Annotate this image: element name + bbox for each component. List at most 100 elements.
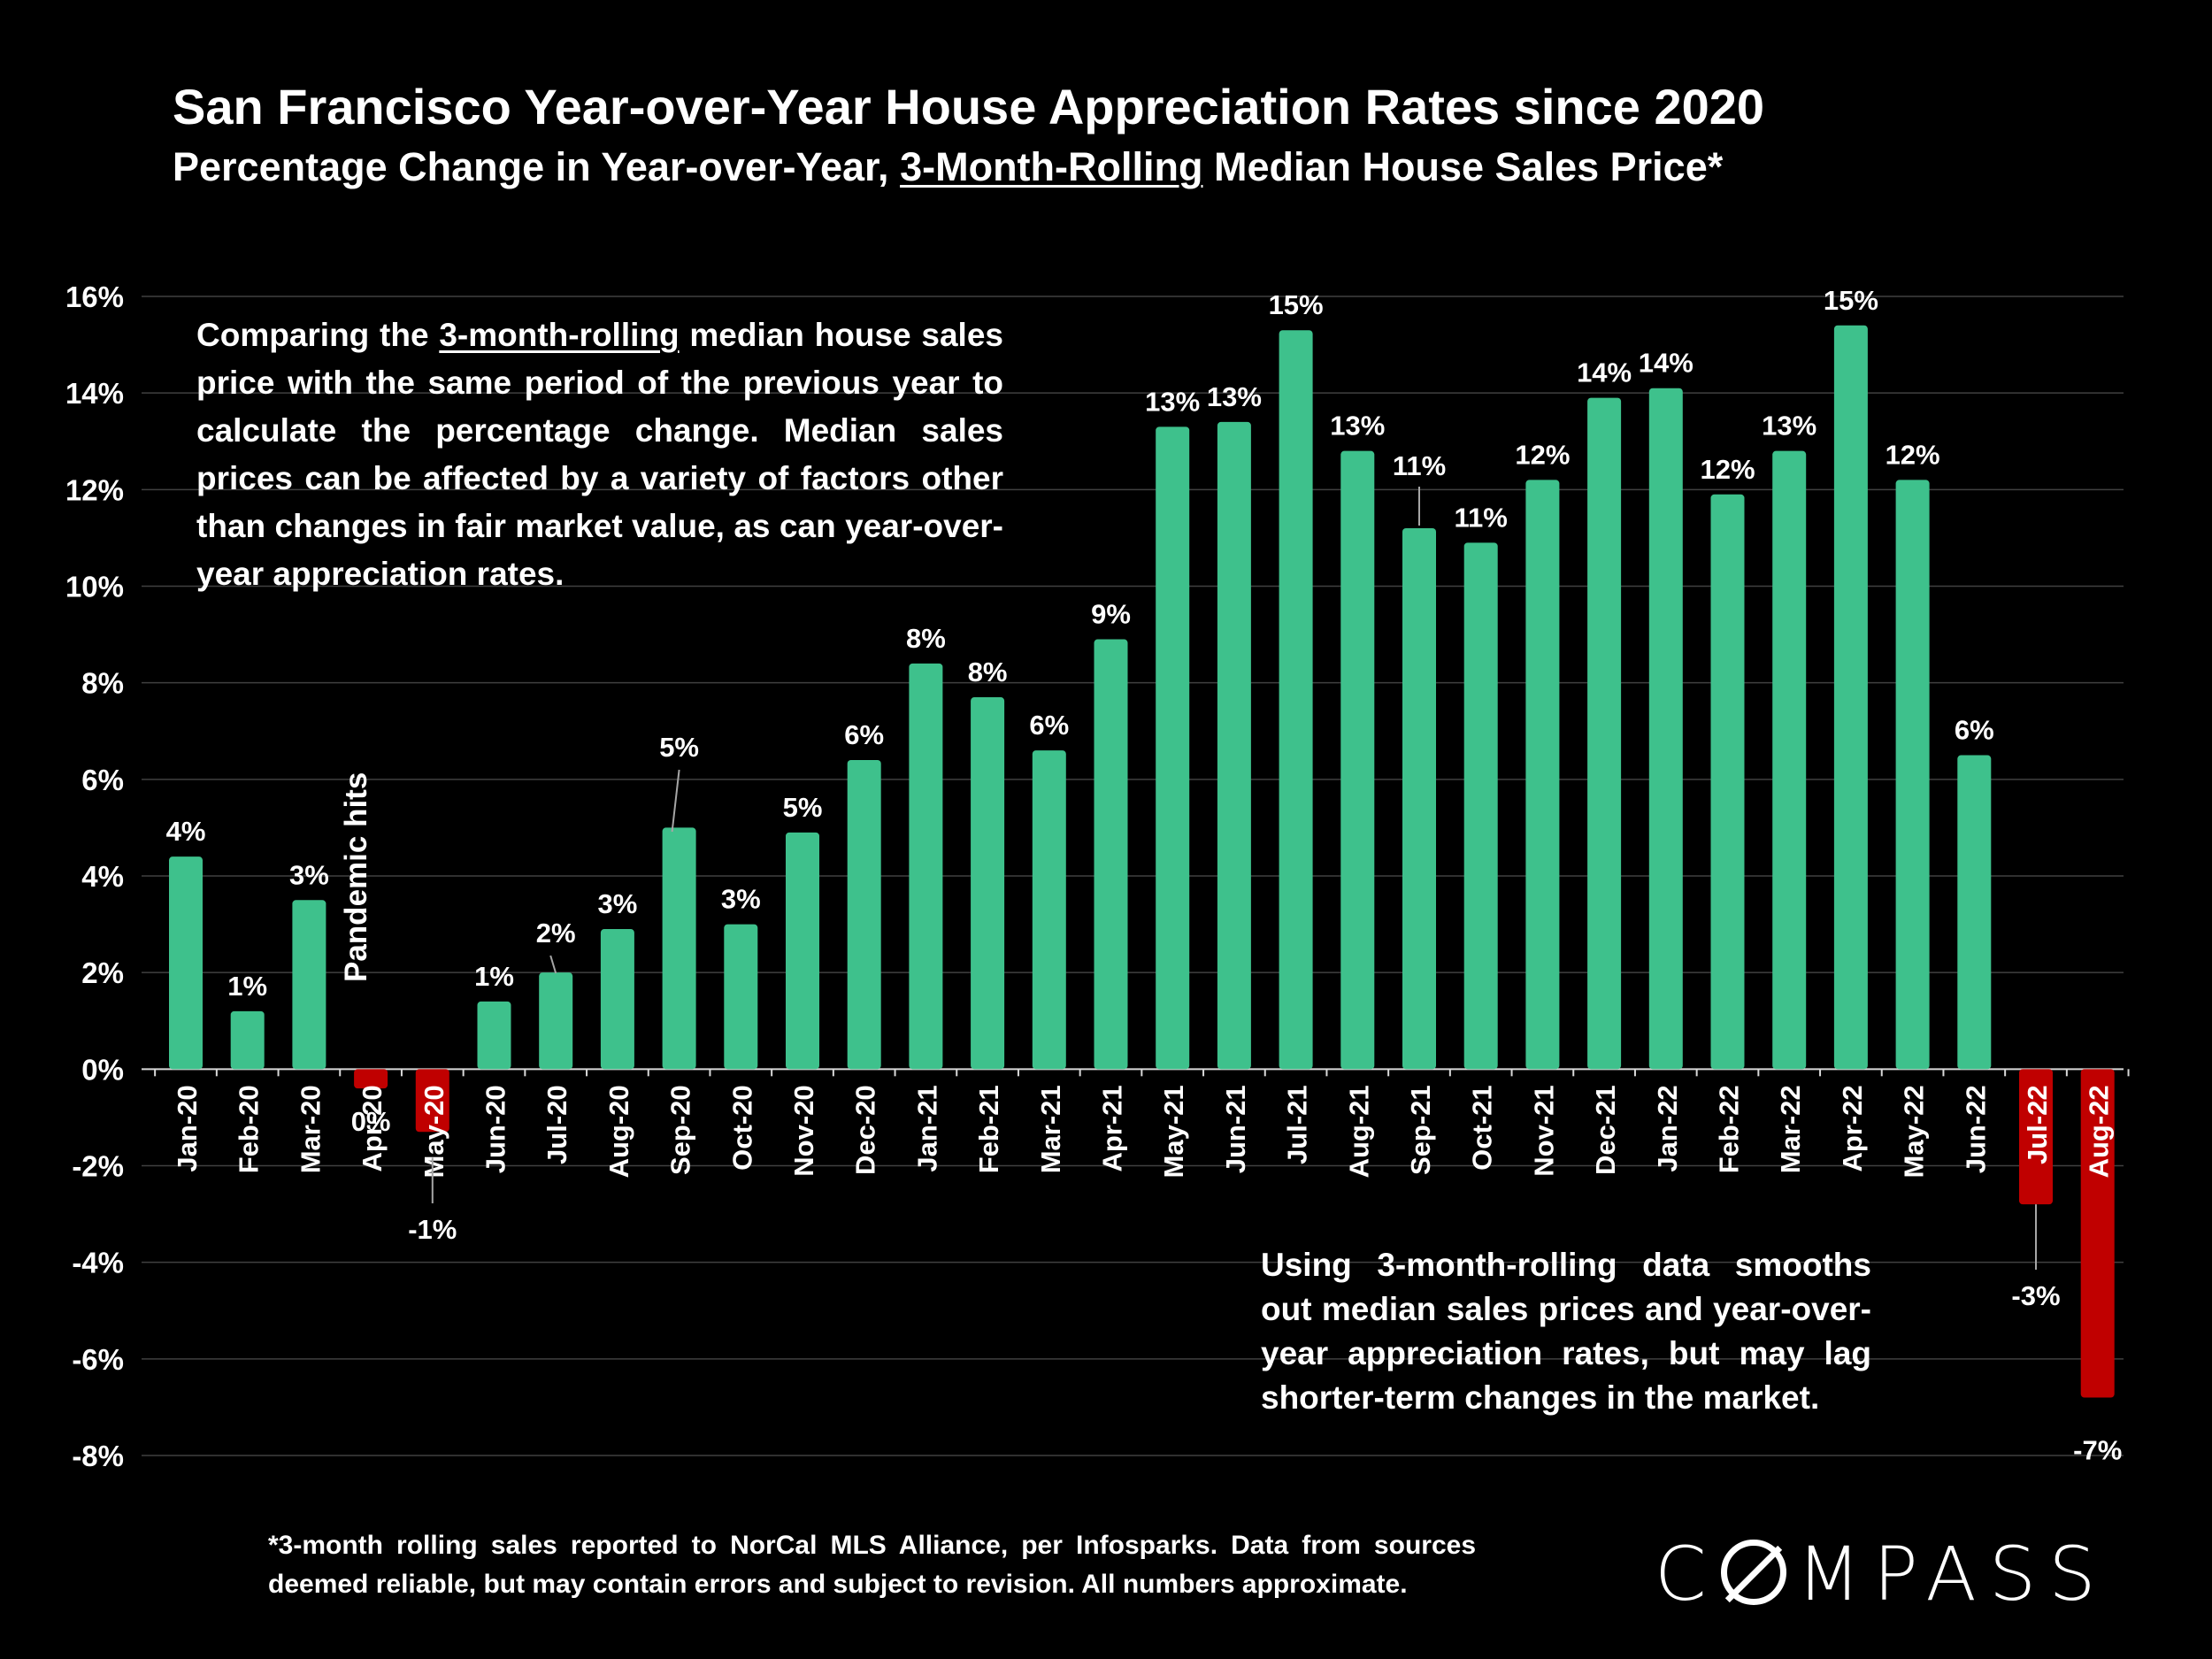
x-tick-label: Mar-20 [295,1085,326,1173]
x-tick-label: Apr-20 [357,1085,388,1171]
x-tick-label: Jul-21 [1282,1085,1313,1164]
data-label: 12% [1700,454,1755,485]
compass-logo: C MPASS [1655,1531,2108,1617]
data-label: 6% [844,719,884,750]
bar [539,972,573,1070]
x-tick-label: Aug-21 [1343,1085,1374,1178]
y-tick-label: -4% [72,1247,124,1279]
subtitle-suffix: Median House Sales Price* [1202,144,1724,189]
bar [2019,1069,2053,1205]
data-label: 9% [1091,599,1131,630]
x-tick-label: Jun-22 [1960,1085,1991,1173]
data-label: 13% [1762,411,1816,442]
data-label: -3% [2011,1280,2060,1311]
x-tick-label: Oct-21 [1467,1085,1498,1170]
y-tick-label: 16% [65,280,124,313]
x-tick-label: Feb-20 [234,1085,265,1173]
x-tick-label: Jan-21 [911,1085,942,1171]
y-tick-label: 8% [81,667,124,700]
data-label: 12% [1886,439,1940,470]
bar [169,856,203,1070]
bar [354,1069,388,1089]
gridlines [142,296,2130,1456]
y-tick-label: -2% [72,1150,124,1183]
bar [1957,755,1992,1070]
data-label: -1% [408,1214,457,1245]
subtitle-prefix: Percentage Change in Year-over-Year, [173,144,901,189]
bar [1525,480,1560,1070]
data-label: 2% [536,918,576,949]
bar [971,697,1005,1070]
x-tick-label: Jul-20 [541,1085,572,1164]
x-tick-label: Mar-22 [1775,1085,1806,1173]
leader-line [549,955,557,974]
y-tick-label: 6% [81,764,124,796]
logo-text-before: C [1655,1531,1719,1617]
bar [1833,325,1868,1070]
bar [1710,494,1745,1070]
bar [662,827,696,1070]
data-label: 3% [597,888,637,919]
note1-suffix: median house sales price with the same p… [196,317,1003,592]
data-label: 4% [166,816,206,847]
data-label: 3% [721,884,761,915]
bar [724,924,758,1070]
explanation-note: Comparing the 3-month-rolling median hou… [196,311,1003,598]
data-label: 15% [1269,289,1324,320]
bar [415,1069,449,1133]
x-axis-labels: Jan-20 Feb-20 Mar-20 Apr-20 May-20 Jun-20 Jul-… [172,1085,2115,1178]
bar [1463,542,1498,1070]
bar [786,832,819,1070]
pandemic-annotation: Pandemic hits [339,772,373,982]
data-label: 6% [1955,715,1994,746]
x-tick-label: Oct-20 [726,1085,757,1170]
bar [600,929,634,1070]
data-label: 8% [906,623,946,654]
x-tick-label: Sep-21 [1405,1085,1436,1175]
bar [1772,450,1807,1070]
data-label: 13% [1330,411,1385,442]
bar [292,900,326,1070]
note1-prefix: Comparing the [196,317,440,353]
data-label: 8% [968,657,1008,687]
x-tick-label: Dec-21 [1590,1085,1621,1175]
y-tick-label: 2% [81,956,124,989]
bar [2080,1069,2115,1398]
data-label: 0% [351,1106,391,1137]
x-tick-label: Aug-22 [2084,1085,2115,1178]
x-tick-label: Mar-21 [1035,1085,1066,1173]
bar [909,663,943,1070]
x-tick-label: Sep-20 [665,1085,696,1175]
data-label: -7% [2073,1435,2122,1466]
data-label: 3% [289,859,329,890]
y-axis-ticks: 16% 14% 12% 10% 8% 6% 4% 2% 0% -2% -4% -6% -8% [65,280,124,1472]
x-tick-label: Feb-21 [973,1085,1004,1173]
bar [1279,330,1313,1070]
logo-text-after: MPASS [1796,1531,2108,1617]
bar [1032,750,1066,1070]
y-tick-label: 4% [81,860,124,893]
x-tick-label: May-20 [419,1085,449,1178]
data-label: 14% [1577,357,1632,388]
y-tick-label: 10% [65,571,124,603]
data-label: 12% [1515,439,1570,470]
bar [1156,426,1190,1070]
smoothing-note: Using 3-month-rolling data smooths out m… [1261,1247,1871,1416]
y-tick-label: 12% [65,473,124,506]
bar [1587,397,1622,1070]
x-tick-label: Jun-21 [1220,1085,1251,1173]
y-tick-label: 0% [81,1053,124,1086]
bar [230,1010,265,1070]
x-tick-label: Dec-20 [850,1085,881,1175]
x-tick-label: Nov-21 [1528,1085,1559,1176]
y-tick-label: -8% [72,1440,124,1472]
bar [477,1001,511,1070]
annotations: Pandemic hits [339,487,2037,1270]
x-tick-label: May-22 [1899,1085,1930,1178]
x-tick-label: Feb-22 [1714,1085,1745,1173]
bar [1895,480,1930,1070]
x-tick-label: Aug-20 [603,1085,634,1178]
data-label: 6% [1029,710,1069,741]
subtitle-underlined: 3-Month-Rolling [900,144,1203,189]
